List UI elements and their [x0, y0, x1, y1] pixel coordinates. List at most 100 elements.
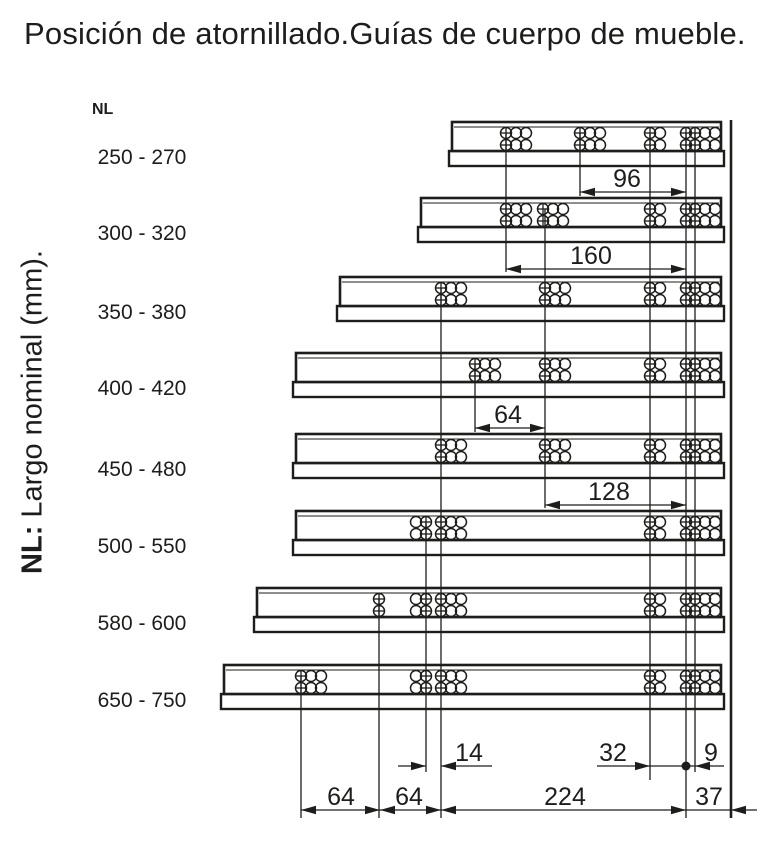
- screw-hole: [698, 202, 712, 216]
- dimension-arrow: [671, 805, 686, 815]
- rail-body: [294, 351, 723, 384]
- screw-hole: [546, 202, 560, 216]
- screw-hole: [708, 138, 722, 152]
- screw-hole: [698, 126, 712, 140]
- screw-hole: [519, 202, 533, 216]
- screw-hole: [454, 669, 468, 683]
- dimension-96: 96: [580, 165, 686, 197]
- rail-lower-flange: [291, 380, 726, 399]
- screw-hole: [583, 126, 597, 140]
- screw-hole: [509, 202, 523, 216]
- screw-hole: [698, 669, 712, 683]
- screw-hole: [698, 281, 712, 295]
- dimension-arrow: [545, 500, 560, 510]
- screw-hole: [653, 604, 667, 618]
- dimension-arrow: [426, 805, 441, 815]
- screw-hole: [444, 438, 458, 452]
- screw-hole: [454, 592, 468, 606]
- screw-hole: [653, 214, 667, 228]
- page-title: Posición de atornillado.Guías de cuerpo …: [24, 16, 746, 51]
- screw-hole: [454, 438, 468, 452]
- screw-hole: [509, 126, 523, 140]
- screw-hole: [519, 126, 533, 140]
- screw-hole: [519, 138, 533, 152]
- screw-hole: [444, 450, 458, 464]
- rail-lower-flange: [416, 225, 726, 244]
- dimension-arrow: [301, 805, 316, 815]
- screw-hole: [698, 438, 712, 452]
- screw-hole: [444, 281, 458, 295]
- screw-hole: [708, 202, 722, 216]
- rail: [291, 509, 726, 557]
- screw-hole: [454, 527, 468, 541]
- dimension-arrow: [671, 264, 686, 274]
- screw-hole: [653, 669, 667, 683]
- screw-hole: [653, 681, 667, 695]
- screw-hole: [444, 681, 458, 695]
- dimension-arrow: [530, 423, 545, 433]
- screw-hole: [478, 369, 492, 383]
- rail-lower-flange: [252, 615, 726, 634]
- screw-hole: [653, 438, 667, 452]
- screw-hole: [454, 604, 468, 618]
- row-label: 500 - 550: [97, 535, 187, 558]
- screw-hole: [444, 604, 458, 618]
- dimension-value: 128: [588, 478, 630, 506]
- rail-body: [294, 432, 723, 465]
- dimension-arrow: [365, 805, 380, 815]
- screw-hole: [698, 293, 712, 307]
- dimension-arrow: [671, 500, 686, 510]
- screw-hole: [708, 214, 722, 228]
- screw-hole: [488, 369, 502, 383]
- screw-hole: [653, 138, 667, 152]
- rail-lower-flange: [447, 149, 726, 168]
- dimension-64: 64: [380, 783, 441, 815]
- dimension-arrow: [731, 805, 746, 815]
- screw-hole: [708, 515, 722, 529]
- screw-hole: [708, 592, 722, 606]
- rail: [291, 351, 726, 399]
- screw-hole: [698, 515, 712, 529]
- screw-hole: [653, 515, 667, 529]
- screw-hole: [454, 281, 468, 295]
- screw-hole: [558, 357, 572, 371]
- rail: [447, 120, 726, 168]
- dimension-value: 160: [570, 242, 612, 270]
- screw-hole: [454, 293, 468, 307]
- screw-hole: [556, 202, 570, 216]
- dimension-37: 37: [686, 783, 757, 815]
- screw-hole: [444, 527, 458, 541]
- dimension-value: 32: [599, 739, 627, 767]
- dimension-160: 160: [506, 242, 686, 274]
- screw-hole: [304, 669, 318, 683]
- screw-hole: [304, 681, 318, 695]
- screw-hole: [708, 669, 722, 683]
- screw-hole: [708, 527, 722, 541]
- screw-hole: [698, 450, 712, 464]
- screw-hole: [708, 369, 722, 383]
- screw-hole: [698, 527, 712, 541]
- screw-hole: [558, 369, 572, 383]
- rail-lower-flange: [291, 538, 726, 557]
- screw-hole: [478, 357, 492, 371]
- screw-hole: [314, 669, 328, 683]
- screw-hole: [454, 515, 468, 529]
- screw-hole: [558, 438, 572, 452]
- row-label: 400 - 420: [97, 377, 187, 400]
- screw-hole: [708, 438, 722, 452]
- dimension-arrow: [506, 264, 521, 274]
- screw-hole: [698, 214, 712, 228]
- screw-hole: [708, 604, 722, 618]
- screw-hole: [653, 202, 667, 216]
- screw-hole: [653, 369, 667, 383]
- rail-lower-flange: [335, 304, 726, 323]
- screw-hole: [593, 126, 607, 140]
- screw-hole: [583, 138, 597, 152]
- screw-hole: [708, 681, 722, 695]
- screw-hole: [653, 293, 667, 307]
- screw-hole-group: [536, 202, 570, 228]
- rail-body: [419, 196, 723, 229]
- dimension-arrow: [671, 187, 686, 197]
